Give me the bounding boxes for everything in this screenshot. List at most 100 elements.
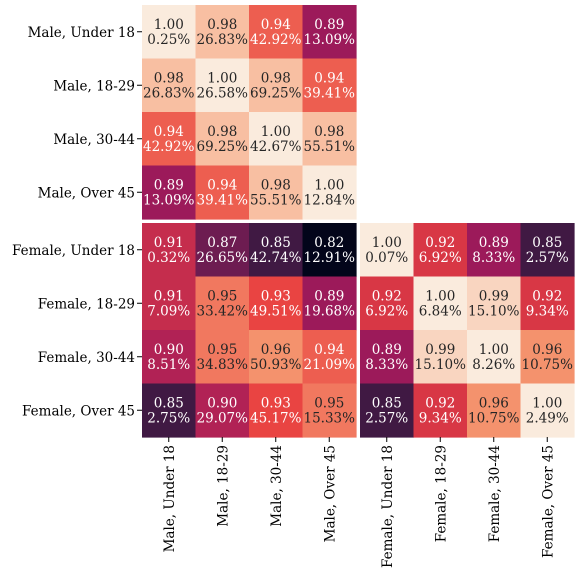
cell-annotation: 29.07%: [197, 410, 249, 426]
y-tick-label: Male, 30-44: [53, 132, 135, 148]
heatmap-cell: [520, 330, 575, 385]
cell-annotation: 0.95: [314, 395, 344, 411]
cell-annotation: 39.41%: [304, 85, 356, 101]
cell-annotation: 0.98: [314, 124, 344, 140]
cell-annotation: 26.65%: [197, 250, 249, 266]
cell-annotation: 0.25%: [147, 32, 190, 48]
cell-annotation: 9.34%: [419, 410, 462, 426]
cell-annotation: 6.92%: [419, 250, 462, 266]
cell-annotation: 34.83%: [197, 357, 249, 373]
heatmap-cell: [520, 383, 575, 438]
heatmap-cell: [249, 276, 304, 331]
cell-annotation: 0.95: [207, 288, 237, 304]
heatmap-cell: [195, 330, 250, 385]
x-tick-label: Female, 30-44: [487, 445, 503, 542]
cell-annotation: 13.09%: [143, 192, 195, 208]
cell-annotation: 0.85: [532, 235, 562, 251]
cell-annotation: 42.74%: [250, 250, 302, 266]
cell-annotation: 55.51%: [250, 192, 302, 208]
cell-annotation: 0.99: [479, 288, 509, 304]
cell-annotation: 0.96: [261, 342, 291, 358]
heatmap-cell: [195, 223, 250, 278]
heatmap-cell: [195, 58, 250, 113]
cell-annotation: 0.85: [372, 395, 402, 411]
x-tick-label: Female, Under 18: [380, 445, 396, 568]
cell-annotation: 2.49%: [526, 410, 569, 426]
cell-annotation: 0.90: [154, 342, 184, 358]
cell-annotation: 8.26%: [472, 357, 515, 373]
cell-annotation: 0.92: [372, 288, 402, 304]
x-tick-label: Male, 18-29: [215, 445, 231, 527]
cell-annotation: 2.57%: [365, 410, 408, 426]
heatmap-cell: [195, 165, 250, 220]
cell-annotation: 8.33%: [472, 250, 515, 266]
heatmap-cell: [520, 223, 575, 278]
cell-annotation: 15.33%: [304, 410, 356, 426]
cell-annotation: 0.99: [425, 342, 455, 358]
heatmap-cell: [360, 330, 415, 385]
cell-annotation: 69.25%: [197, 139, 249, 155]
cell-annotation: 0.89: [314, 288, 344, 304]
cell-annotation: 8.33%: [365, 357, 408, 373]
y-tick-label: Female, Under 18: [12, 243, 135, 259]
y-tick-label: Female, 18-29: [38, 296, 135, 312]
heatmap-cell: [360, 383, 415, 438]
cell-annotation: 0.85: [261, 235, 291, 251]
cell-annotation: 0.87: [207, 235, 237, 251]
cell-annotation: 0.98: [261, 70, 291, 86]
cell-annotation: 6.84%: [419, 303, 462, 319]
cell-annotation: 6.92%: [365, 303, 408, 319]
heatmap-cell: [302, 383, 357, 438]
heatmap-cell: [360, 276, 415, 331]
cell-annotation: 21.09%: [304, 357, 356, 373]
cell-annotation: 1.00: [372, 235, 402, 251]
cell-annotation: 0.93: [261, 288, 291, 304]
heatmap-cell: [413, 383, 468, 438]
cell-annotation: 0.89: [314, 17, 344, 33]
heatmap-cell: [142, 223, 197, 278]
cell-annotation: 12.84%: [304, 192, 356, 208]
cell-annotation: 0.94: [261, 17, 291, 33]
y-tick-label: Male, Under 18: [28, 25, 135, 41]
cell-annotation: 55.51%: [304, 139, 356, 155]
cell-annotation: 0.96: [479, 395, 509, 411]
cell-annotation: 49.51%: [250, 303, 302, 319]
y-tick-label: Female, Over 45: [22, 403, 135, 419]
cell-annotation: 33.42%: [197, 303, 249, 319]
heatmap-cell: [302, 276, 357, 331]
cell-annotation: 10.75%: [522, 357, 574, 373]
cell-annotation: 1.00: [314, 177, 344, 193]
cell-annotation: 1.00: [154, 17, 184, 33]
heatmap-cell: [142, 5, 197, 60]
cell-annotation: 42.92%: [143, 139, 195, 155]
cell-annotation: 26.83%: [197, 32, 249, 48]
heatmap-cell: [302, 112, 357, 167]
cell-annotation: 0.90: [207, 395, 237, 411]
cell-annotation: 0.98: [207, 17, 237, 33]
heatmap-cell: [142, 383, 197, 438]
heatmap-cell: [249, 383, 304, 438]
cell-annotation: 15.10%: [415, 357, 467, 373]
cell-annotation: 0.82: [314, 235, 344, 251]
heatmap-cell: [520, 276, 575, 331]
cell-annotation: 7.09%: [147, 303, 190, 319]
cell-annotation: 0.89: [372, 342, 402, 358]
cell-annotation: 0.94: [154, 124, 184, 140]
cell-annotation: 0.94: [314, 342, 344, 358]
cell-annotation: 8.51%: [147, 357, 190, 373]
heatmap-cell: [302, 5, 357, 60]
heatmap-cell: [360, 223, 415, 278]
cell-annotation: 1.00: [532, 395, 562, 411]
cell-annotation: 0.98: [154, 70, 184, 86]
cell-annotation: 42.67%: [250, 139, 302, 155]
heatmap-cell: [302, 330, 357, 385]
cell-annotation: 0.91: [154, 288, 184, 304]
cell-annotation: 0.89: [479, 235, 509, 251]
heatmap-cell: [413, 223, 468, 278]
x-tick-label: Male, 30-44: [269, 445, 285, 527]
heatmap-cell: [142, 58, 197, 113]
heatmap-cell: [467, 383, 522, 438]
heatmap-cell: [249, 223, 304, 278]
heatmap-cell: [249, 165, 304, 220]
